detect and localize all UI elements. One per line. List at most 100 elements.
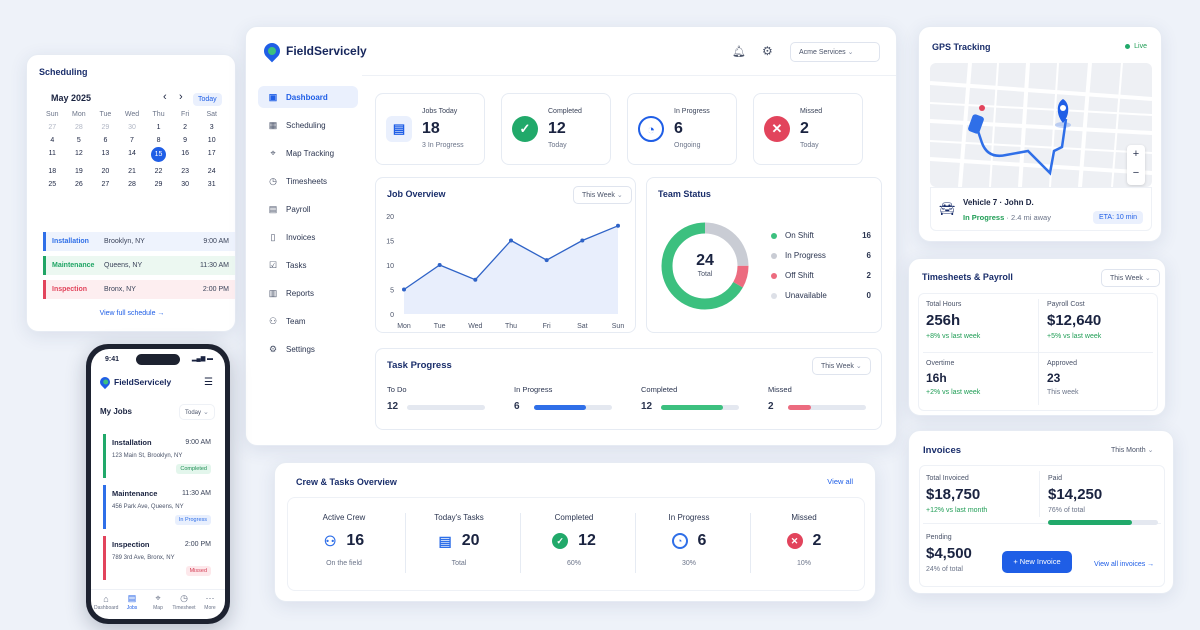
task-progress-value: 6 <box>514 401 520 412</box>
calendar-day[interactable]: 24 <box>198 168 225 175</box>
view-full-schedule-link[interactable]: View full schedule → <box>99 310 165 317</box>
task-progress-fill <box>534 405 587 410</box>
total-invoiced: Total Invoiced $18,750 +12% vs last mont… <box>926 475 987 514</box>
sidebar-item-tasks[interactable]: ☑ Tasks <box>258 254 358 276</box>
calendar-day[interactable]: 3 <box>198 124 225 131</box>
calendar-day[interactable]: 12 <box>66 150 93 162</box>
hamburger-menu-icon[interactable]: ☰ <box>204 377 213 388</box>
task-progress-label: Missed <box>768 385 792 394</box>
calendar-day[interactable]: 11 <box>39 150 66 162</box>
calendar-day[interactable]: 1 <box>145 124 172 131</box>
task-progress-value: 2 <box>768 401 774 412</box>
account-select[interactable]: Acme Services <box>790 42 880 62</box>
task-progress-fill <box>661 405 724 410</box>
calendar-day[interactable]: 27 <box>39 124 66 131</box>
gear-icon[interactable]: ⚙ <box>762 44 773 58</box>
sidebar-item-timesheets[interactable]: ◷ Timesheets <box>258 170 358 192</box>
calendar-day[interactable]: 14 <box>119 150 146 162</box>
sidebar-item-dashboard[interactable]: ▣ Dashboard <box>258 86 358 108</box>
x-tick-label: Mon <box>397 323 411 330</box>
calendar-day[interactable]: 7 <box>119 137 146 144</box>
new-invoice-button[interactable]: + New Invoice <box>1002 551 1072 573</box>
next-month-button[interactable]: › <box>179 91 183 103</box>
calendar-day[interactable]: 5 <box>66 137 93 144</box>
calendar-day[interactable]: 28 <box>66 124 93 131</box>
calendar-day[interactable]: 20 <box>92 168 119 175</box>
appointment-row[interactable]: Inspection Bronx, NY 2:00 PM <box>43 280 235 299</box>
sidebar-item-settings[interactable]: ⚙ Settings <box>258 338 358 360</box>
x-tick-label: Tue <box>434 323 446 330</box>
calendar-day[interactable]: 15 <box>145 147 172 162</box>
calendar-day[interactable]: 2 <box>172 124 199 131</box>
calendar-day-number: 29 <box>154 181 163 188</box>
invoices-title: Invoices <box>923 445 962 456</box>
task-progress-item: In Progress 6 <box>514 385 624 412</box>
phone-tab-jobs[interactable]: ▤ Jobs <box>120 593 144 611</box>
appointment-row[interactable]: Installation Brooklyn, NY 9:00 AM <box>43 232 235 251</box>
calendar-day[interactable]: 22 <box>145 168 172 175</box>
calendar-day[interactable]: 31 <box>198 181 225 188</box>
bell-icon[interactable]: 🔔︎ <box>732 46 746 58</box>
phone-job-address: 456 Park Ave, Queens, NY <box>112 504 184 510</box>
calendar-day-number: 2 <box>183 124 188 131</box>
zoom-out-button[interactable]: − <box>1132 167 1140 179</box>
sidebar-item-payroll[interactable]: ▤ Payroll <box>258 198 358 220</box>
task-progress-value: 12 <box>387 401 399 412</box>
calendar-day[interactable]: 27 <box>92 181 119 188</box>
sidebar-item-invoices[interactable]: ▯ Invoices <box>258 226 358 248</box>
sidebar-item-reports[interactable]: ▥ Reports <box>258 282 358 304</box>
today-button[interactable]: Today <box>193 93 222 106</box>
prev-month-button[interactable]: ‹ <box>163 91 167 103</box>
job-overview-range-select[interactable]: This Week <box>573 186 632 204</box>
calendar-day[interactable]: 10 <box>198 137 225 144</box>
timesheets-range-select[interactable]: This Week <box>1101 269 1160 287</box>
appointment-row[interactable]: Maintenance Queens, NY 11:30 AM <box>43 256 235 275</box>
crew-view-all-link[interactable]: View all <box>827 477 853 486</box>
phone-tab-label: Map <box>153 605 163 611</box>
stat-sub: Ongoing <box>674 142 701 149</box>
calendar-day[interactable]: 21 <box>119 168 146 175</box>
calendar-day[interactable]: 17 <box>198 150 225 162</box>
calendar-day[interactable]: 9 <box>172 137 199 144</box>
map-view[interactable] <box>930 63 1152 187</box>
phone-job-card[interactable]: Maintenance 11:30 AM 456 Park Ave, Queens,… <box>103 485 217 529</box>
calendar-day[interactable]: 19 <box>66 168 93 175</box>
pending-invoices: Pending $4,500 24% of total <box>926 534 972 573</box>
phone-tab-timesheet[interactable]: ◷ Timesheet <box>172 593 196 611</box>
home-icon: ⌂ <box>103 594 109 604</box>
phone-tab-more[interactable]: ⋯ More <box>198 593 222 611</box>
sidebar-item-team[interactable]: ⚇ Team <box>258 310 358 332</box>
calendar-day[interactable]: 4 <box>39 137 66 144</box>
view-all-invoices-link[interactable]: View all invoices → <box>1094 561 1155 568</box>
invoices-range-select[interactable]: This Month <box>1103 442 1162 458</box>
team-status-legend-item: On Shift 16 <box>771 231 871 240</box>
calendar-day[interactable]: 13 <box>92 150 119 162</box>
phone-job-card[interactable]: Inspection 2:00 PM 789 3rd Ave, Bronx, NY M… <box>103 536 217 580</box>
sidebar-item-scheduling[interactable]: ▦ Scheduling <box>258 114 358 136</box>
calendar-day[interactable]: 29 <box>145 181 172 188</box>
calendar-day[interactable]: 16 <box>172 150 199 162</box>
sidebar-item-map-tracking[interactable]: ⌖ Map Tracking <box>258 142 358 164</box>
calendar-day[interactable]: 23 <box>172 168 199 175</box>
calendar-day[interactable]: 18 <box>39 168 66 175</box>
calendar-day[interactable]: 30 <box>172 181 199 188</box>
phone-filter-select[interactable]: Today <box>179 404 215 420</box>
crew-metric-value: 12 <box>578 532 596 549</box>
phone-tab-map[interactable]: ⌖ Map <box>146 593 170 611</box>
zoom-in-button[interactable]: + <box>1132 148 1140 160</box>
calendar-day[interactable]: 30 <box>119 124 146 131</box>
calendar-day[interactable]: 25 <box>39 181 66 188</box>
calendar-day-number: 27 <box>48 124 57 131</box>
calendar-day[interactable]: 29 <box>92 124 119 131</box>
calendar-day[interactable]: 8 <box>145 137 172 144</box>
task-progress-range-select[interactable]: This Week <box>812 357 871 375</box>
reports-icon: ▥ <box>268 287 278 298</box>
calendar-day[interactable]: 6 <box>92 137 119 144</box>
phone-tab-dashboard[interactable]: ⌂ Dashboard <box>94 594 118 611</box>
calendar-day[interactable]: 28 <box>119 181 146 188</box>
phone-job-card[interactable]: Installation 9:00 AM 123 Main St, Brooklyn… <box>103 434 217 478</box>
invoices-range: This Month <box>1111 447 1146 454</box>
timesheet-metric-sub: +8% vs last week <box>926 333 981 340</box>
calendar-day[interactable]: 26 <box>66 181 93 188</box>
task-progress-value: 12 <box>641 401 653 412</box>
